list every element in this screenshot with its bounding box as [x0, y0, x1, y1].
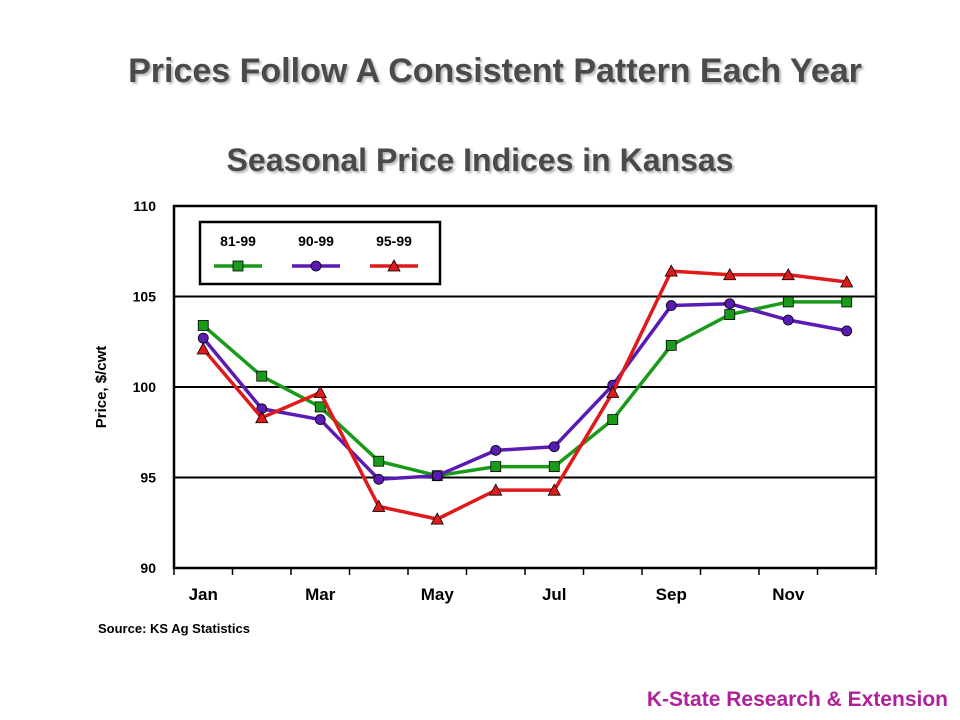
data-point-90-99-Jan: [197, 332, 209, 344]
data-point-81-99-Apr: [373, 455, 385, 467]
data-point-95-99-Jan: [196, 342, 210, 355]
series-line-90-99: [201, 301, 848, 482]
slide-title: Prices Follow A Consistent Pattern Each …: [128, 52, 862, 90]
data-point-81-99-Nov: [782, 296, 794, 308]
data-point-90-99-May: [431, 470, 443, 482]
data-point-90-99-Nov: [782, 314, 794, 326]
x-tick-label: Nov: [772, 585, 805, 604]
legend-marker: [387, 259, 401, 272]
source-note: Source: KS Ag Statistics: [98, 621, 250, 636]
data-point-81-99-Jul: [548, 461, 560, 473]
data-point-95-99-Jul: [547, 483, 561, 496]
data-point-95-99-Jun: [489, 483, 503, 496]
legend-label: 81-99: [220, 233, 256, 249]
data-point-81-99-Sep: [665, 339, 677, 351]
data-point-95-99-Nov: [781, 267, 795, 281]
data-point-81-99-Dec: [841, 296, 853, 308]
data-point-81-99-Aug: [607, 414, 619, 425]
x-tick-label: Jan: [189, 585, 218, 604]
data-point-81-99-Jan: [197, 320, 209, 331]
data-point-90-99-Apr: [373, 473, 385, 485]
y-tick-label: 95: [140, 470, 156, 486]
data-point-90-99-Dec: [841, 325, 853, 337]
legend-box: [198, 220, 442, 286]
legend-marker: [310, 260, 322, 272]
y-tick-label: 100: [133, 379, 157, 395]
footer-branding: K-State Research & Extension: [646, 688, 948, 711]
data-point-95-99-Aug: [606, 385, 620, 398]
y-tick-label: 110: [133, 198, 156, 214]
y-tick-label: 105: [133, 289, 157, 305]
data-point-95-99-Feb: [255, 410, 269, 424]
data-point-90-99-Jul: [548, 441, 560, 453]
x-tick-label: Mar: [305, 585, 336, 604]
legend-label: 90-99: [298, 233, 334, 249]
data-point-81-99-Mar: [314, 401, 326, 413]
data-point-90-99-Jun: [490, 444, 502, 456]
y-tick-label: 90: [140, 560, 156, 576]
data-point-81-99-Jun: [490, 461, 502, 473]
data-point-81-99-Oct: [724, 309, 736, 321]
legend-label: 95-99: [376, 233, 412, 249]
data-point-95-99-Dec: [840, 275, 854, 288]
x-tick-label: May: [421, 585, 455, 604]
legend-marker: [232, 260, 244, 272]
data-point-81-99-Feb: [256, 370, 268, 382]
series-line-95-99: [201, 269, 847, 521]
x-tick-label: Sep: [656, 585, 687, 604]
chart-title: Seasonal Price Indices in Kansas: [226, 142, 734, 178]
data-point-95-99-Oct: [723, 267, 737, 281]
data-point-95-99-Mar: [313, 385, 327, 398]
series-line-81-99: [202, 300, 847, 478]
y-axis-label: Price, $/cwt: [93, 346, 110, 429]
x-tick-label: Jul: [542, 585, 567, 604]
data-point-90-99-Mar: [314, 414, 326, 425]
data-point-95-99-May: [430, 512, 444, 525]
data-point-90-99-Oct: [724, 298, 736, 310]
data-point-95-99-Apr: [372, 499, 386, 512]
data-point-90-99-Sep: [665, 300, 677, 311]
data-point-95-99-Sep: [664, 264, 678, 277]
